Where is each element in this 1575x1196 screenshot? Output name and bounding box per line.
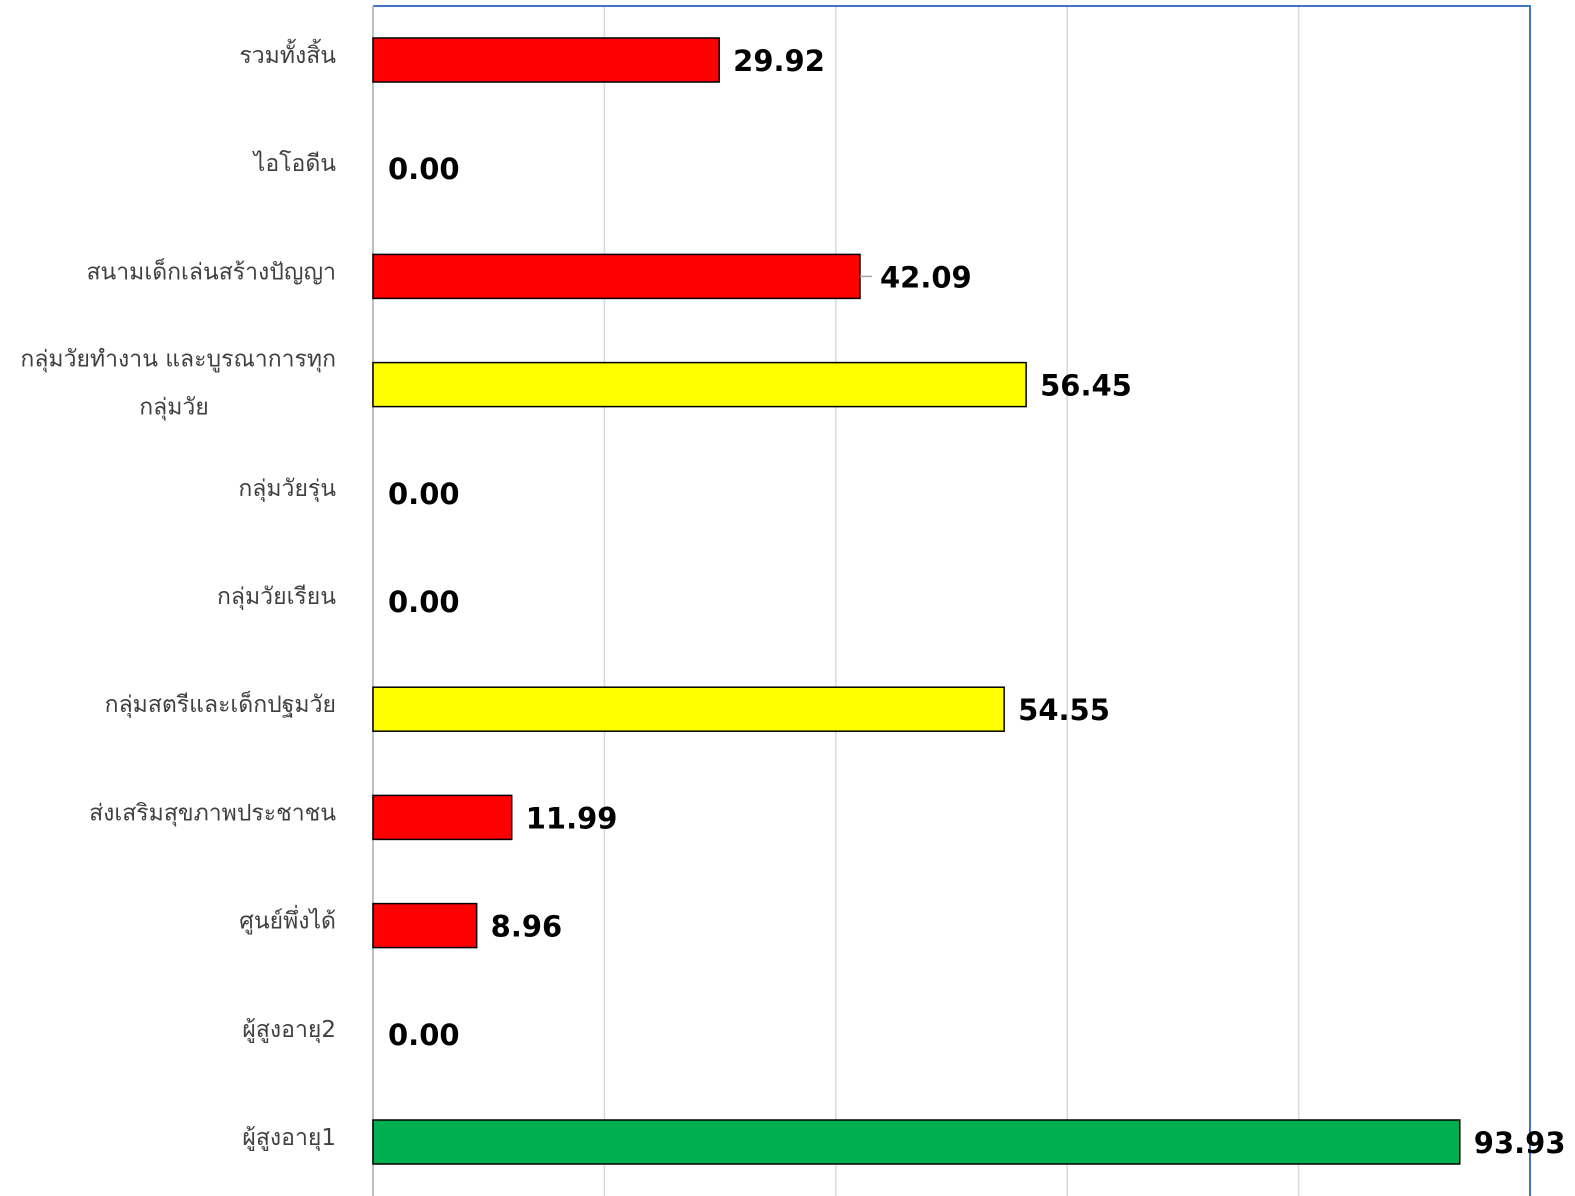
bar xyxy=(372,794,513,841)
data-label: 42.09 xyxy=(880,260,972,294)
bar-layer xyxy=(372,37,1461,1165)
plot-area-border xyxy=(373,5,1531,1196)
category-label: กลุ่มวัย xyxy=(139,395,209,421)
category-label: กลุ่มวัยรุ่น xyxy=(238,476,336,502)
category-label: ผู้สูงอายุ1 xyxy=(242,1125,336,1151)
bar xyxy=(372,902,478,949)
category-label: กลุ่มสตรีและเด็กปฐมวัย xyxy=(105,689,336,718)
category-label: ส่งเสริมสุขภาพประชาชน xyxy=(89,800,336,826)
bar xyxy=(372,37,720,83)
data-label: 54.55 xyxy=(1018,693,1110,727)
data-label: 0.00 xyxy=(388,477,460,511)
data-label: 0.00 xyxy=(388,152,460,186)
bar xyxy=(372,361,1027,408)
data-label: 0.00 xyxy=(388,585,460,619)
bar xyxy=(372,686,1005,732)
category-label: กลุ่มวัยเรียน xyxy=(217,584,336,610)
axis-layer xyxy=(372,5,1531,1196)
bar xyxy=(372,253,861,300)
category-label: รวมทั้งสิ้น xyxy=(239,39,336,69)
category-label: ศูนย์พึ่งได้ xyxy=(239,905,336,935)
bar xyxy=(372,1119,1461,1165)
grid-layer xyxy=(603,6,1300,1196)
data-label: 29.92 xyxy=(733,44,825,78)
data-label: 93.93 xyxy=(1474,1126,1566,1160)
category-label: ผู้สูงอายุ2 xyxy=(242,1017,336,1043)
data-label: 56.45 xyxy=(1040,369,1132,403)
value-label-layer: 29.92 0.00 42.09 56.45 0.00 0.00 54.55 11.99 8.9… xyxy=(388,44,1566,1160)
data-label: 11.99 xyxy=(526,801,618,835)
category-label-layer: รวมทั้งสิ้นไอโอดีนสนามเด็กเล่นสร้างปัญญา… xyxy=(20,39,336,1151)
data-label: 0.00 xyxy=(388,1018,460,1052)
data-label: 8.96 xyxy=(491,910,563,944)
category-label: ไอโอดีน xyxy=(252,150,336,177)
category-label: กลุ่มวัยทำงาน และบูรณาการทุก xyxy=(20,347,336,373)
category-label: สนามเด็กเล่นสร้างปัญญา xyxy=(87,256,337,285)
